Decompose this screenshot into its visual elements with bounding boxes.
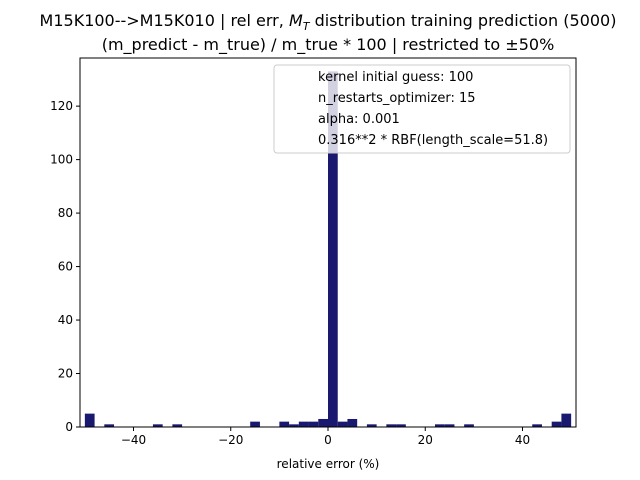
y-tick-label: 120	[50, 99, 73, 113]
legend-entry: alpha: 0.001	[318, 112, 400, 127]
chart-title-line-2: (m_predict - m_true) / m_true * 100 | re…	[102, 35, 555, 55]
histogram-bar	[434, 424, 445, 427]
histogram-bar	[396, 424, 406, 427]
histogram-bar	[152, 424, 163, 427]
histogram-bar	[172, 424, 183, 427]
x-tick-label: −20	[218, 433, 243, 447]
histogram-bar	[279, 421, 290, 427]
histogram-bar	[250, 421, 260, 427]
legend-box: kernel initial guess: 100 n_restarts_opti…	[273, 64, 571, 154]
y-tick-label: 0	[65, 420, 73, 434]
histogram-bar	[386, 424, 397, 427]
histogram-bar	[464, 424, 474, 427]
histogram-bar	[308, 421, 319, 427]
y-tick-label: 20	[58, 367, 73, 381]
histogram-bar	[298, 421, 309, 427]
histogram-bar	[318, 418, 328, 427]
legend-entry: kernel initial guess: 100	[318, 70, 473, 85]
legend-entry: 0.316**2 * RBF(length_scale=51.8)	[318, 133, 548, 148]
histogram-bar	[289, 424, 299, 427]
histogram-bar	[366, 424, 377, 427]
x-tick-label: 20	[418, 433, 433, 447]
chart-title-line-1: M15K100-->M15K010 | rel err, MT distribu…	[40, 11, 617, 33]
histogram-bar	[104, 424, 115, 427]
legend-entry: n_restarts_optimizer: 15	[318, 91, 476, 106]
y-tick-label: 60	[58, 260, 73, 274]
histogram-bar	[328, 71, 338, 428]
histogram-bar	[532, 424, 542, 427]
y-tick-label: 40	[58, 313, 73, 327]
histogram-bar	[337, 421, 348, 427]
x-tick-label: 0	[324, 433, 332, 447]
y-tick-label: 100	[50, 153, 73, 167]
histogram-bar	[444, 424, 455, 427]
y-tick-label: 80	[58, 206, 73, 220]
legend-frame	[273, 64, 571, 154]
histogram-bar	[561, 413, 572, 427]
histogram-bar	[84, 413, 95, 427]
x-tick-label: 40	[515, 433, 530, 447]
x-tick-label: −40	[121, 433, 146, 447]
histogram-bar	[551, 421, 562, 427]
ticks-group: −40 −20 0 20 40 0 20 40 60 80 100 120	[50, 99, 530, 447]
bars-group	[84, 71, 572, 428]
histogram-bar	[347, 418, 358, 427]
x-axis-label: relative error (%)	[277, 457, 380, 471]
